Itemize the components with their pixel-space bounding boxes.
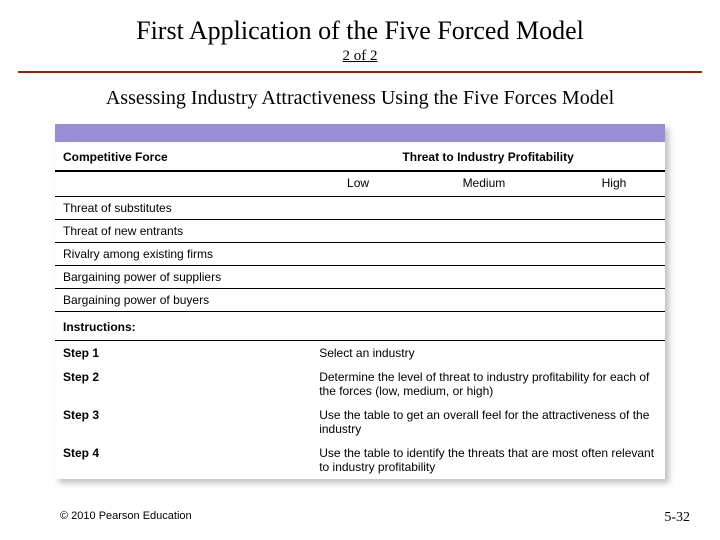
level-high: High xyxy=(563,171,665,197)
cell-low xyxy=(311,266,405,289)
force-label: Threat of substitutes xyxy=(55,197,311,220)
assessment-table-container: Competitive Force Threat to Industry Pro… xyxy=(55,124,665,479)
cell-medium xyxy=(405,289,563,312)
subheader-blank xyxy=(55,171,311,197)
table-row: Bargaining power of suppliers xyxy=(55,266,665,289)
step-desc: Use the table to get an overall feel for… xyxy=(311,403,665,441)
cell-low xyxy=(311,220,405,243)
table-row: Rivalry among existing firms xyxy=(55,243,665,266)
table-row: Threat of new entrants xyxy=(55,220,665,243)
instructions-label: Instructions: xyxy=(55,312,665,341)
copyright: © 2010 Pearson Education xyxy=(60,510,192,526)
level-low: Low xyxy=(311,171,405,197)
cell-high xyxy=(563,220,665,243)
slide-pager: 2 of 2 xyxy=(18,48,702,65)
force-label: Bargaining power of suppliers xyxy=(55,266,311,289)
step-label: Step 2 xyxy=(55,365,311,403)
slide: First Application of the Five Forced Mod… xyxy=(0,0,720,540)
col-header-force: Competitive Force xyxy=(55,142,311,171)
step-row: Step 1 Select an industry xyxy=(55,341,665,366)
instructions-row: Instructions: xyxy=(55,312,665,341)
col-header-threat: Threat to Industry Profitability xyxy=(311,142,665,171)
table-subheader-row: Low Medium High xyxy=(55,171,665,197)
table-header-row: Competitive Force Threat to Industry Pro… xyxy=(55,142,665,171)
cell-medium xyxy=(405,220,563,243)
slide-subtitle: Assessing Industry Attractiveness Using … xyxy=(18,87,702,110)
step-row: Step 3 Use the table to get an overall f… xyxy=(55,403,665,441)
force-label: Threat of new entrants xyxy=(55,220,311,243)
cell-high xyxy=(563,289,665,312)
accent-bar xyxy=(55,124,665,142)
step-row: Step 4 Use the table to identify the thr… xyxy=(55,441,665,479)
step-row: Step 2 Determine the level of threat to … xyxy=(55,365,665,403)
cell-low xyxy=(311,243,405,266)
cell-high xyxy=(563,243,665,266)
slide-title: First Application of the Five Forced Mod… xyxy=(18,16,702,46)
step-label: Step 3 xyxy=(55,403,311,441)
step-desc: Select an industry xyxy=(311,341,665,366)
step-label: Step 1 xyxy=(55,341,311,366)
cell-low xyxy=(311,289,405,312)
step-desc: Use the table to identify the threats th… xyxy=(311,441,665,479)
cell-high xyxy=(563,266,665,289)
step-label: Step 4 xyxy=(55,441,311,479)
force-label: Bargaining power of buyers xyxy=(55,289,311,312)
cell-low xyxy=(311,197,405,220)
level-medium: Medium xyxy=(405,171,563,197)
cell-medium xyxy=(405,197,563,220)
cell-high xyxy=(563,197,665,220)
table-row: Threat of substitutes xyxy=(55,197,665,220)
title-rule xyxy=(18,71,702,73)
cell-medium xyxy=(405,266,563,289)
force-label: Rivalry among existing firms xyxy=(55,243,311,266)
assessment-table: Competitive Force Threat to Industry Pro… xyxy=(55,142,665,479)
cell-medium xyxy=(405,243,563,266)
table-row: Bargaining power of buyers xyxy=(55,289,665,312)
step-desc: Determine the level of threat to industr… xyxy=(311,365,665,403)
page-number: 5-32 xyxy=(664,510,690,526)
footer: © 2010 Pearson Education 5-32 xyxy=(0,510,720,526)
